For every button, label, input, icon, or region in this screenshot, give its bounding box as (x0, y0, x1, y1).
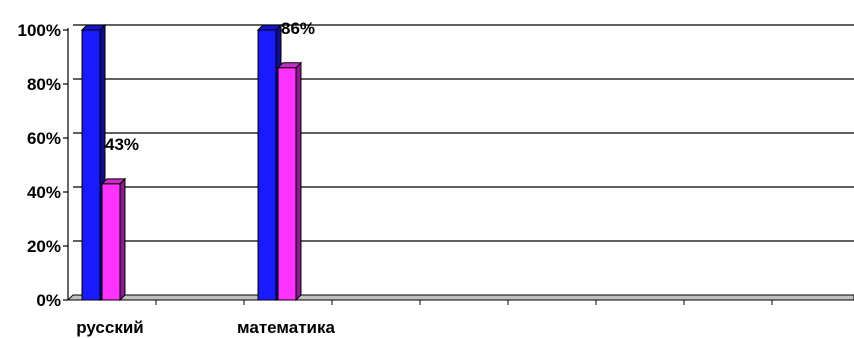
category-label: математика (237, 318, 335, 337)
data-label: 43% (105, 135, 139, 154)
bar-front-face (101, 183, 121, 301)
y-tick-label: 80% (27, 75, 61, 94)
bar-side-face (119, 177, 126, 302)
bar (100, 177, 127, 302)
bar (276, 61, 303, 302)
category-label: русский (76, 318, 144, 337)
y-tick-label: 20% (27, 237, 61, 256)
floor-plane (66, 294, 854, 301)
bars (80, 23, 303, 302)
chart-floor (66, 294, 854, 301)
bar-front-face (81, 29, 101, 301)
bar-front-face (257, 29, 277, 301)
y-tick-label: 0% (36, 291, 61, 310)
y-tick-label: 60% (27, 129, 61, 148)
gridlines (73, 24, 854, 242)
y-tick-label: 100% (18, 21, 61, 40)
data-label: 86% (281, 19, 315, 38)
y-tick-label: 40% (27, 183, 61, 202)
labels: русский математика 43% 86% (76, 19, 335, 337)
bar-side-face (295, 61, 302, 302)
value-axis: 0% 20% 40% 60% 80% 100% (18, 21, 773, 310)
bar-front-face (277, 67, 297, 301)
